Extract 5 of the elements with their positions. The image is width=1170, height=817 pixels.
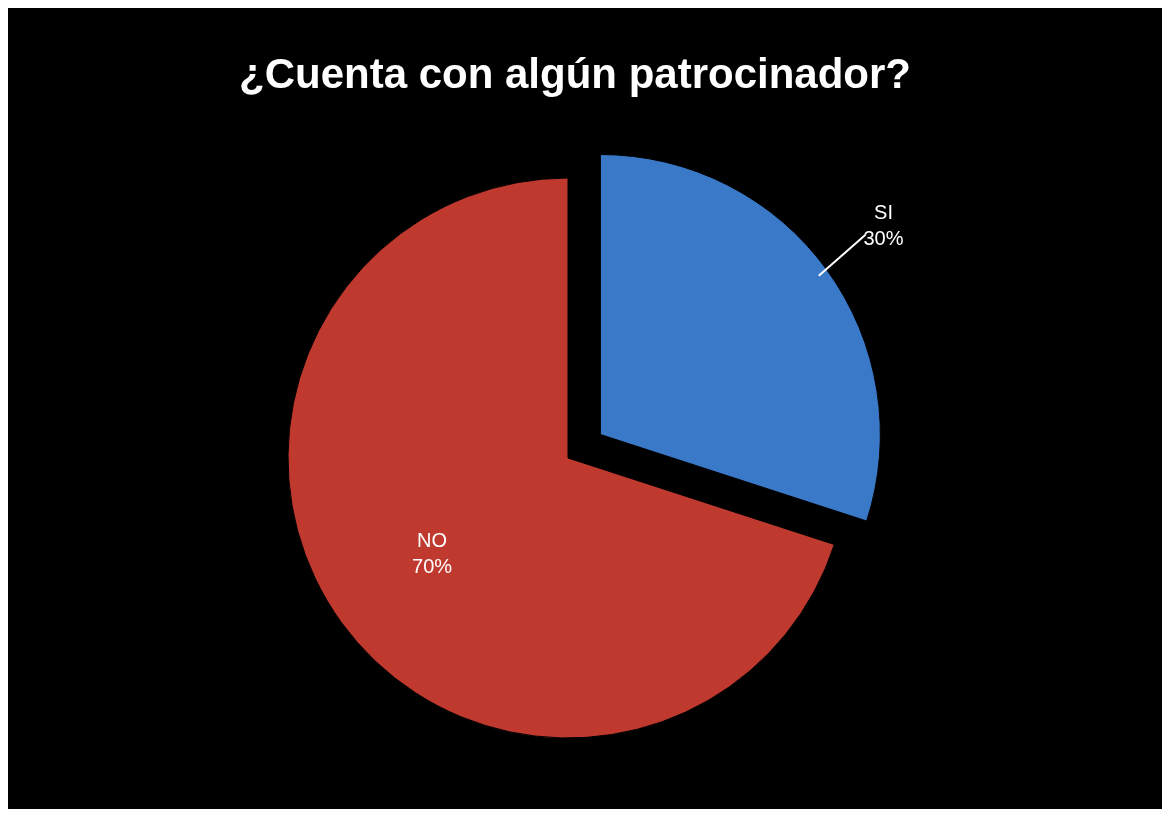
- chart-title: ¿Cuenta con algún patrocinador?: [238, 50, 912, 97]
- slice-label: SI: [874, 200, 893, 223]
- data-label: 30%: [863, 226, 904, 249]
- data-label: 70%: [412, 554, 453, 577]
- slice-label: NO: [417, 528, 448, 551]
